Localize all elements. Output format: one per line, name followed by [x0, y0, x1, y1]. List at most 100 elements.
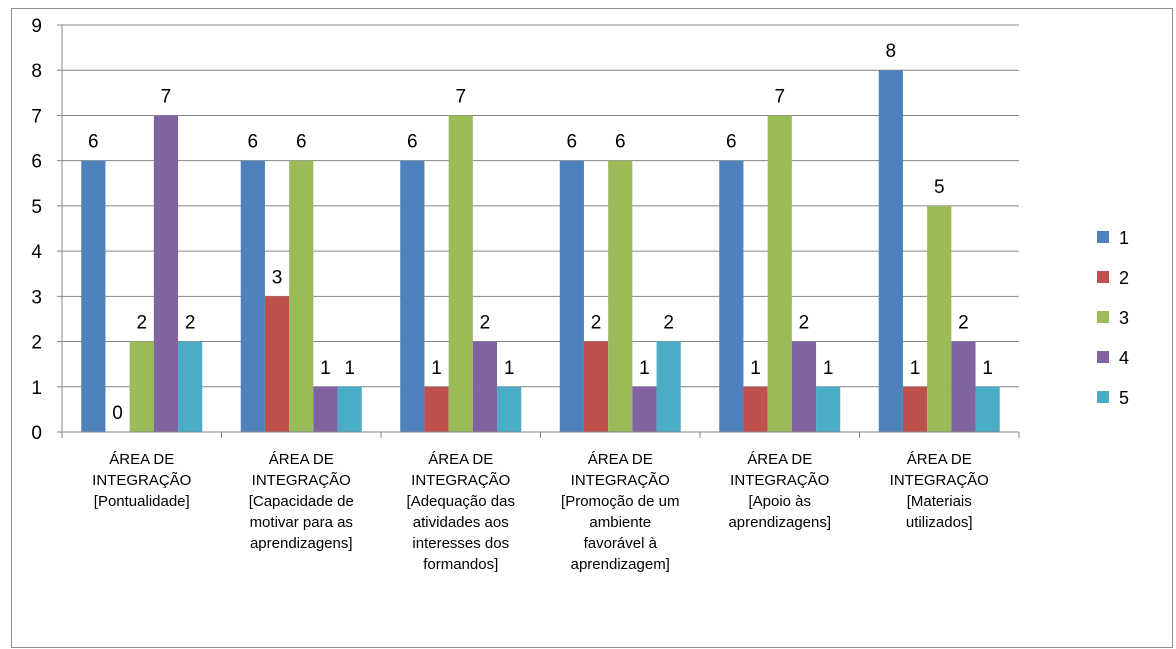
data-label: 1: [750, 358, 761, 379]
category-label-line: INTEGRAÇÃO: [730, 472, 829, 489]
category-label-line: ÁREA DE: [747, 451, 812, 468]
legend-label: 4: [1119, 348, 1129, 368]
category-label-line: ÁREA DE: [428, 451, 493, 468]
bar-series-4: [472, 341, 498, 432]
data-label: 6: [567, 132, 578, 153]
bar-series-1: [878, 70, 903, 432]
data-label: 0: [112, 403, 123, 424]
legend-swatch-1: [1097, 231, 1109, 243]
bar-series-4: [632, 386, 657, 432]
data-label: 1: [910, 358, 921, 379]
data-label: 6: [615, 132, 626, 153]
bar-series-2: [424, 386, 449, 432]
data-label: 6: [726, 132, 737, 153]
bar-series-5: [497, 386, 522, 432]
category-label-line: INTEGRAÇÃO: [571, 472, 670, 489]
category-label-line: interesses dos: [412, 535, 509, 552]
category-label-line: INTEGRAÇÃO: [92, 472, 191, 489]
data-label: 6: [248, 132, 259, 153]
bar-series-1: [719, 160, 744, 432]
data-label: 6: [88, 132, 99, 153]
category-label-line: INTEGRAÇÃO: [890, 472, 989, 489]
data-label: 2: [799, 313, 810, 334]
category-label-line: [Promoção de um: [561, 493, 679, 510]
bars-layer: [81, 70, 1000, 432]
category-label-line: aprendizagens]: [728, 514, 831, 531]
data-label: 7: [774, 86, 785, 107]
bar-series-1: [400, 160, 425, 432]
legend-swatch-5: [1097, 391, 1109, 403]
category-label-line: ÁREA DE: [907, 451, 972, 468]
axis-layer: 0 1 2 3 4 5 6 7 8 9 ÁREA DE INTEGRAÇÃO [Pontualidade…: [31, 16, 1020, 573]
bar-series-1: [81, 160, 106, 432]
category-label-line: aprendizagem]: [571, 556, 670, 573]
data-label: 6: [296, 132, 307, 153]
data-label: 2: [136, 313, 147, 334]
category-label-line: [Pontualidade]: [94, 493, 190, 510]
category-label-line: ÁREA DE: [109, 451, 174, 468]
y-tick-label: 1: [31, 378, 42, 399]
y-tick-label: 5: [31, 197, 42, 218]
category-label-line: [Materiais: [907, 493, 972, 510]
data-label: 1: [504, 358, 515, 379]
legend-label: 2: [1119, 268, 1129, 288]
category-label-line: INTEGRAÇÃO: [252, 472, 351, 489]
data-label: 3: [272, 267, 283, 288]
legend-label: 3: [1119, 308, 1129, 328]
bar-series-3: [129, 341, 154, 432]
data-label: 1: [823, 358, 834, 379]
category-label-line: [Capacidade de: [249, 493, 354, 510]
legend-swatch-2: [1097, 271, 1109, 283]
bar-series-5: [178, 341, 203, 432]
bar-series-4: [153, 115, 179, 432]
data-label: 8: [886, 41, 897, 62]
bar-series-5: [975, 386, 1000, 432]
category-label-line: INTEGRAÇÃO: [411, 472, 510, 489]
category-label-line: atividades aos: [413, 514, 509, 531]
bar-series-5: [656, 341, 681, 432]
category-label-line: utilizados]: [906, 514, 973, 531]
data-label: 1: [639, 358, 650, 379]
category-label-line: favorável à: [584, 535, 658, 552]
category-label-line: [Apoio às: [748, 493, 811, 510]
y-tick-label: 3: [31, 287, 42, 308]
data-label: 2: [185, 313, 196, 334]
bar-series-2: [743, 386, 768, 432]
data-label: 2: [480, 313, 491, 334]
bar-series-3: [289, 160, 314, 432]
data-label: 6: [407, 132, 418, 153]
data-label: 2: [591, 313, 602, 334]
y-tick-label: 6: [31, 152, 42, 173]
legend-swatch-3: [1097, 311, 1109, 323]
bar-series-2: [583, 341, 609, 432]
legend-label: 1: [1119, 228, 1129, 248]
data-label: 1: [320, 358, 331, 379]
data-label: 5: [934, 177, 945, 198]
bar-series-4: [951, 341, 976, 432]
y-tick-label: 0: [31, 423, 42, 444]
y-tick-label: 9: [31, 16, 42, 37]
data-label: 1: [982, 358, 993, 379]
bar-series-3: [448, 115, 473, 432]
y-tick-label: 2: [31, 333, 42, 354]
data-label: 1: [431, 358, 442, 379]
category-label-line: ÁREA DE: [588, 451, 653, 468]
bar-series-5: [337, 386, 362, 432]
bar-series-1: [240, 160, 265, 432]
legend-label: 5: [1119, 388, 1129, 408]
grid-layer: [62, 24, 1019, 388]
data-label: 7: [455, 86, 466, 107]
bar-series-2: [902, 386, 928, 432]
legend-swatch-4: [1097, 351, 1109, 363]
bar-series-5: [816, 386, 841, 432]
category-label-line: ÁREA DE: [269, 451, 334, 468]
data-label: 2: [958, 313, 969, 334]
bar-series-1: [559, 160, 584, 432]
bar-series-3: [767, 115, 792, 432]
y-tick-label: 8: [31, 61, 42, 82]
data-label: 7: [161, 86, 172, 107]
bar-series-4: [313, 386, 338, 432]
data-label: 1: [344, 358, 355, 379]
